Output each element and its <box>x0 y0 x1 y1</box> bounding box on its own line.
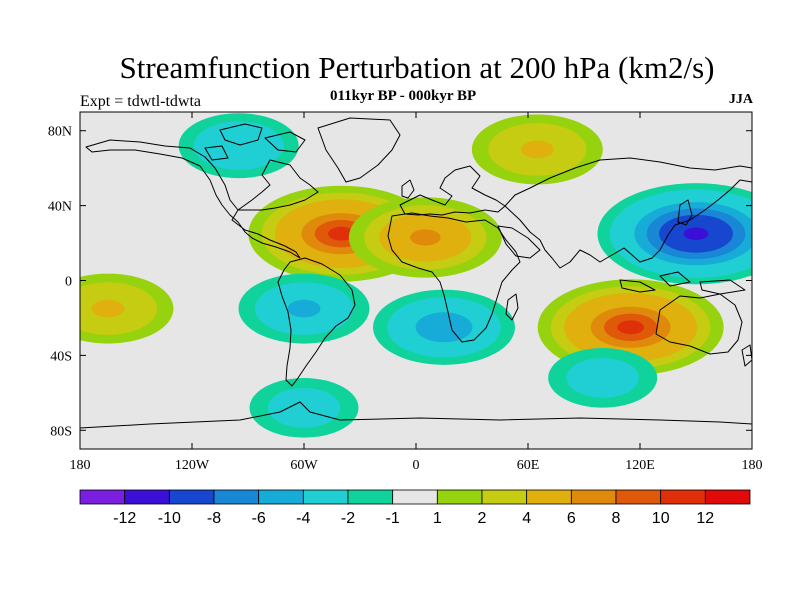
anomaly-field <box>80 113 752 438</box>
colorbar-swatch-13 <box>660 489 706 505</box>
season-label: JJA <box>728 92 753 107</box>
y-tick-label: 80S <box>50 424 72 439</box>
y-tick-label: 80N <box>48 125 72 140</box>
anomaly-contour-1-4 <box>410 229 441 246</box>
coast-antarctica <box>80 401 752 429</box>
colorbar-swatch-7 <box>392 489 438 505</box>
x-tick-label: 0 <box>413 458 420 473</box>
anomaly-contour-10-2 <box>584 367 621 388</box>
x-tick-label: 120E <box>625 458 655 473</box>
colorbar-label: 12 <box>696 510 714 527</box>
coast-europe <box>399 165 506 216</box>
colorbar-swatch-8 <box>436 489 483 505</box>
colorbar-label: -6 <box>252 510 266 527</box>
colorbar-swatch-12 <box>615 489 662 505</box>
coast-uk <box>401 179 415 199</box>
anomaly-contour-0-6 <box>328 226 355 241</box>
coast-eurasia <box>504 157 752 269</box>
colorbar-swatch-4 <box>258 489 304 505</box>
map-area <box>80 112 752 449</box>
coast-arctic-islands <box>204 123 306 161</box>
coast-indonesia <box>619 271 746 295</box>
x-tick-label: 180 <box>70 458 91 473</box>
x-axis: 180 120W 60W 0 60E 120E 180 <box>70 112 763 473</box>
colorbar-swatch-0 <box>79 489 126 505</box>
colorbar-swatch-11 <box>570 489 617 505</box>
colorbar-label: 1 <box>433 510 442 527</box>
anomaly-contour-2-3 <box>520 140 554 159</box>
coast-north-america <box>85 139 301 259</box>
colorbar-swatch-9 <box>481 489 528 505</box>
colorbar-label: -12 <box>113 510 136 527</box>
anomaly-contour-6-3 <box>223 137 254 154</box>
coast-greenland <box>317 117 401 183</box>
coast-australia <box>655 293 743 355</box>
colorbar-label: 4 <box>522 510 531 527</box>
colorbar-swatch-6 <box>347 489 394 505</box>
colorbar-label: -4 <box>296 510 310 527</box>
anomaly-contour-9-2 <box>285 397 323 418</box>
coastlines <box>80 117 752 429</box>
colorbar-label: -10 <box>158 510 181 527</box>
colorbar-swatch-14 <box>704 489 751 505</box>
colorbar-label: 10 <box>652 510 670 527</box>
colorbar-label: -2 <box>341 510 355 527</box>
x-tick-label: 120W <box>175 458 210 473</box>
coast-south-america <box>277 257 356 387</box>
anomaly-contour-5-7 <box>683 227 709 240</box>
colorbar-label: 8 <box>612 510 621 527</box>
colorbar-swatch-1 <box>124 489 170 505</box>
experiment-label: Expt = tdwtl-tdwta <box>80 93 202 110</box>
coast-canada-east <box>237 159 319 211</box>
chart-title: Streamfunction Perturbation at 200 hPa (… <box>119 50 715 85</box>
x-tick-label: 60W <box>290 458 318 473</box>
anomaly-contour-4-3 <box>91 299 125 318</box>
colorbar: -12 -10 -8 -6 -4 -2 -1 1 2 4 6 8 10 12 <box>79 489 751 527</box>
coast-japan <box>677 199 693 226</box>
colorbar-label: -1 <box>386 510 400 527</box>
colorbar-swatch-10 <box>526 489 572 505</box>
y-tick-label: 40N <box>48 200 72 215</box>
y-tick-label: 0 <box>65 275 72 290</box>
coast-arabia <box>497 225 541 259</box>
colorbar-swatch-5 <box>302 489 349 505</box>
anomaly-contour-7-4 <box>429 319 459 335</box>
chart-subtitle: 011kyr BP - 000kyr BP <box>330 88 477 104</box>
coast-new-zealand <box>741 344 752 367</box>
anomaly-contour-3-6 <box>617 320 644 335</box>
x-tick-label: 60E <box>517 458 540 473</box>
colorbar-label: 6 <box>567 510 576 527</box>
colorbar-swatch-2 <box>168 489 215 505</box>
coast-madagascar <box>505 293 519 321</box>
y-tick-label: 40S <box>50 349 72 364</box>
coast-africa <box>387 212 521 343</box>
colorbar-label: -8 <box>207 510 221 527</box>
colorbar-label: 2 <box>478 510 487 527</box>
anomaly-contour-8-3 <box>287 299 321 318</box>
y-axis: 80N 40N 0 40S 80S <box>48 125 752 439</box>
x-tick-label: 180 <box>742 458 763 473</box>
colorbar-swatch-3 <box>213 489 260 505</box>
